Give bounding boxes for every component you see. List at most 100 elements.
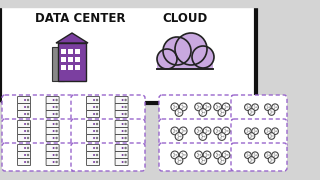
Circle shape xyxy=(52,154,55,156)
Circle shape xyxy=(27,161,29,163)
FancyBboxPatch shape xyxy=(86,152,100,159)
Circle shape xyxy=(197,153,199,154)
Circle shape xyxy=(181,108,183,109)
FancyBboxPatch shape xyxy=(159,95,233,123)
FancyBboxPatch shape xyxy=(71,143,145,171)
FancyBboxPatch shape xyxy=(86,120,100,127)
Circle shape xyxy=(216,156,218,157)
Circle shape xyxy=(55,113,58,115)
Circle shape xyxy=(157,49,177,69)
FancyBboxPatch shape xyxy=(115,152,128,159)
Circle shape xyxy=(216,108,218,109)
Circle shape xyxy=(244,104,251,111)
Circle shape xyxy=(122,137,124,139)
Circle shape xyxy=(55,130,58,132)
FancyBboxPatch shape xyxy=(115,159,128,165)
Circle shape xyxy=(216,132,218,133)
Circle shape xyxy=(224,105,226,106)
Circle shape xyxy=(197,132,199,133)
Circle shape xyxy=(246,132,248,133)
Circle shape xyxy=(217,130,218,131)
Circle shape xyxy=(268,109,275,115)
Circle shape xyxy=(176,154,177,156)
Circle shape xyxy=(220,134,222,136)
Circle shape xyxy=(24,161,26,163)
FancyBboxPatch shape xyxy=(46,103,59,111)
Circle shape xyxy=(274,108,275,109)
Circle shape xyxy=(254,105,255,107)
Circle shape xyxy=(274,129,275,131)
Circle shape xyxy=(226,106,227,107)
Circle shape xyxy=(174,106,175,107)
FancyBboxPatch shape xyxy=(58,43,86,81)
Circle shape xyxy=(276,107,277,108)
Circle shape xyxy=(214,151,221,159)
Circle shape xyxy=(183,154,184,156)
Circle shape xyxy=(267,129,268,131)
Circle shape xyxy=(27,130,29,132)
Circle shape xyxy=(218,133,226,140)
Circle shape xyxy=(255,107,256,108)
Circle shape xyxy=(227,106,228,108)
Circle shape xyxy=(216,105,218,106)
Circle shape xyxy=(96,123,98,125)
Circle shape xyxy=(271,159,272,161)
Circle shape xyxy=(96,106,98,108)
Circle shape xyxy=(173,108,175,109)
Circle shape xyxy=(201,110,203,112)
Circle shape xyxy=(181,132,183,133)
Circle shape xyxy=(27,137,29,139)
Circle shape xyxy=(204,160,205,161)
Circle shape xyxy=(274,153,275,155)
Circle shape xyxy=(276,130,277,132)
Circle shape xyxy=(220,110,222,112)
FancyBboxPatch shape xyxy=(68,49,73,54)
Circle shape xyxy=(171,127,179,135)
Circle shape xyxy=(180,160,181,161)
Circle shape xyxy=(256,107,257,108)
Circle shape xyxy=(199,133,207,140)
Circle shape xyxy=(52,106,55,108)
Circle shape xyxy=(247,107,248,108)
Circle shape xyxy=(195,127,203,135)
Circle shape xyxy=(197,108,199,109)
Circle shape xyxy=(244,152,251,159)
Circle shape xyxy=(27,106,29,108)
Circle shape xyxy=(124,154,127,156)
Circle shape xyxy=(249,107,250,108)
Circle shape xyxy=(250,137,252,138)
Circle shape xyxy=(124,99,127,101)
Circle shape xyxy=(24,154,26,156)
Circle shape xyxy=(175,133,183,140)
Circle shape xyxy=(269,130,270,132)
Circle shape xyxy=(222,127,230,135)
Circle shape xyxy=(248,133,255,139)
Circle shape xyxy=(176,106,177,108)
Circle shape xyxy=(55,99,58,101)
Circle shape xyxy=(226,154,227,156)
Circle shape xyxy=(252,135,254,137)
Circle shape xyxy=(254,132,255,133)
Circle shape xyxy=(272,111,274,113)
Circle shape xyxy=(175,109,183,116)
Circle shape xyxy=(52,113,55,115)
Circle shape xyxy=(202,112,204,113)
Circle shape xyxy=(202,160,204,161)
Circle shape xyxy=(52,130,55,132)
FancyBboxPatch shape xyxy=(52,47,64,81)
FancyBboxPatch shape xyxy=(46,159,59,165)
Circle shape xyxy=(205,132,207,133)
Circle shape xyxy=(181,156,183,157)
Circle shape xyxy=(274,156,275,157)
FancyBboxPatch shape xyxy=(86,96,100,103)
Circle shape xyxy=(223,136,224,137)
FancyBboxPatch shape xyxy=(231,119,287,147)
Circle shape xyxy=(173,153,175,154)
Circle shape xyxy=(122,99,124,101)
Circle shape xyxy=(275,131,276,132)
FancyBboxPatch shape xyxy=(68,57,73,62)
Circle shape xyxy=(270,161,271,162)
Circle shape xyxy=(220,158,222,160)
Circle shape xyxy=(275,107,276,108)
Circle shape xyxy=(217,154,218,156)
